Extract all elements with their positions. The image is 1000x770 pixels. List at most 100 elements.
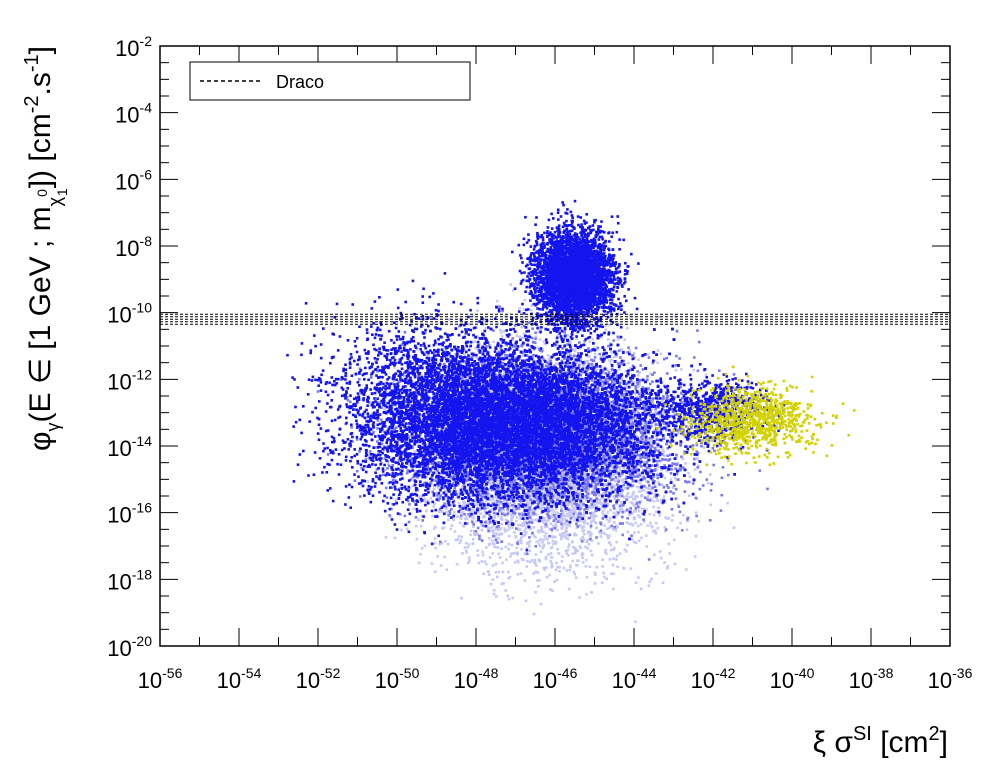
data-point	[610, 483, 613, 486]
data-point	[549, 588, 552, 591]
data-point	[584, 565, 588, 568]
data-point	[616, 407, 619, 410]
data-point	[477, 462, 481, 465]
data-point	[462, 491, 466, 495]
data-point	[536, 529, 540, 533]
data-point	[530, 518, 533, 522]
data-point	[587, 530, 590, 533]
data-point	[694, 534, 698, 538]
data-point	[570, 504, 574, 508]
data-point	[402, 374, 406, 378]
data-point	[542, 503, 545, 507]
data-point	[515, 546, 519, 550]
data-point	[408, 434, 411, 438]
data-point	[585, 575, 589, 579]
data-point	[544, 536, 548, 540]
data-point	[579, 358, 583, 361]
data-point	[393, 366, 396, 369]
data-point	[488, 556, 492, 559]
data-point	[532, 348, 536, 352]
data-point	[596, 348, 599, 351]
data-point	[631, 492, 635, 496]
data-point	[490, 526, 494, 529]
data-point	[581, 536, 584, 539]
data-point	[526, 542, 529, 545]
data-point	[609, 362, 612, 365]
data-point	[467, 489, 471, 493]
data-point	[493, 545, 496, 549]
data-point	[650, 439, 653, 442]
data-point	[567, 543, 571, 546]
data-point	[520, 325, 524, 329]
data-point	[419, 553, 422, 556]
data-point	[585, 499, 588, 503]
data-point	[637, 385, 640, 389]
data-point	[623, 449, 626, 452]
data-point	[573, 518, 577, 522]
data-point	[475, 356, 479, 360]
data-point	[507, 542, 511, 546]
data-point	[499, 502, 503, 505]
data-point	[593, 346, 596, 350]
data-point	[605, 438, 608, 441]
data-point	[507, 524, 510, 527]
data-point	[589, 549, 593, 553]
data-point	[419, 442, 423, 446]
data-point	[515, 334, 519, 338]
data-point	[603, 502, 606, 506]
data-point	[556, 511, 559, 515]
data-point	[594, 573, 597, 576]
data-point	[632, 490, 635, 494]
data-point	[468, 440, 472, 443]
data-point	[495, 545, 498, 549]
data-point	[524, 599, 528, 603]
data-point	[499, 527, 503, 530]
data-point	[679, 521, 682, 525]
data-point	[518, 357, 522, 361]
data-point	[638, 516, 642, 519]
data-point	[677, 469, 681, 472]
data-point	[629, 567, 633, 570]
data-point	[605, 517, 609, 521]
data-point	[575, 486, 579, 490]
data-point	[573, 532, 576, 535]
data-point	[726, 501, 729, 505]
data-point	[537, 558, 541, 561]
data-point	[685, 568, 688, 571]
data-point	[637, 524, 640, 528]
data-point	[555, 514, 558, 517]
data-point	[687, 494, 691, 497]
data-point	[560, 524, 563, 527]
data-point	[637, 509, 641, 513]
data-point	[650, 524, 653, 528]
data-point	[588, 355, 591, 358]
data-point	[695, 458, 699, 461]
data-point	[491, 530, 495, 533]
data-point	[574, 563, 578, 567]
data-point	[548, 527, 552, 531]
data-point	[545, 504, 549, 508]
data-point	[504, 518, 508, 522]
data-point	[578, 473, 581, 477]
data-point	[571, 559, 574, 563]
data-point	[452, 518, 456, 521]
data-point	[496, 546, 500, 549]
data-point	[483, 560, 487, 563]
data-points	[286, 199, 856, 624]
data-point	[687, 472, 690, 475]
data-point	[542, 566, 546, 570]
data-point	[667, 542, 671, 546]
data-point	[697, 519, 700, 523]
data-point	[394, 498, 398, 502]
data-point	[598, 499, 602, 502]
data-point	[490, 539, 494, 542]
data-point	[476, 549, 479, 552]
data-point	[519, 572, 523, 575]
data-point	[618, 507, 622, 510]
data-point	[637, 539, 641, 543]
data-point	[632, 497, 635, 501]
data-point	[640, 494, 644, 497]
data-point	[607, 497, 610, 500]
data-point	[499, 469, 503, 473]
data-point	[523, 533, 527, 537]
